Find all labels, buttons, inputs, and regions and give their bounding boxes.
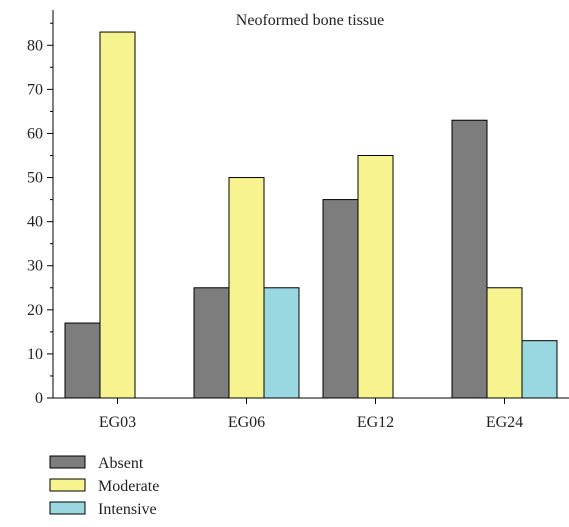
bar-absent-eg12: [322, 199, 359, 399]
y-tick-label: 20: [27, 302, 43, 319]
y-tick-label: 80: [27, 37, 43, 54]
legend-swatch-moderate: [49, 478, 86, 492]
legend-label-intensive: Intensive: [98, 501, 157, 518]
bar-moderate-eg03: [99, 31, 136, 399]
y-tick-label: 0: [35, 390, 43, 407]
x-tick-label: EG03: [99, 414, 136, 431]
x-tick-label: EG24: [486, 414, 523, 431]
bar-moderate-eg24: [486, 287, 523, 399]
bar-absent-eg06: [193, 287, 230, 399]
legend-label-moderate: Moderate: [98, 478, 159, 495]
legend-label-absent: Absent: [98, 455, 144, 472]
y-tick-label: 60: [27, 125, 43, 142]
bar-absent-eg03: [64, 322, 101, 399]
y-tick-label: 70: [27, 81, 43, 98]
bar-intensive-eg06: [263, 287, 300, 399]
legend-swatch-absent: [49, 455, 86, 469]
x-tick-label: EG06: [228, 414, 265, 431]
legend-swatch-intensive: [49, 501, 86, 515]
bar-moderate-eg06: [228, 177, 265, 399]
legend: Absent Moderate Intensive: [49, 455, 159, 518]
bar-moderate-eg12: [357, 155, 394, 399]
bar-intensive-eg24: [521, 340, 558, 399]
y-tick-label: 30: [27, 258, 43, 275]
y-tick-label: 50: [27, 170, 43, 187]
y-tick-label: 10: [27, 346, 43, 363]
y-tick-label: 40: [27, 214, 43, 231]
plot-area: 0 10 20 30 40 50 60 70 80 EG03 EG06 EG12 EG24: [27, 10, 569, 431]
x-tick-label: EG12: [357, 414, 394, 431]
bar-absent-eg24: [451, 119, 488, 399]
chart-title: Neoformed bone tissue: [236, 12, 384, 29]
